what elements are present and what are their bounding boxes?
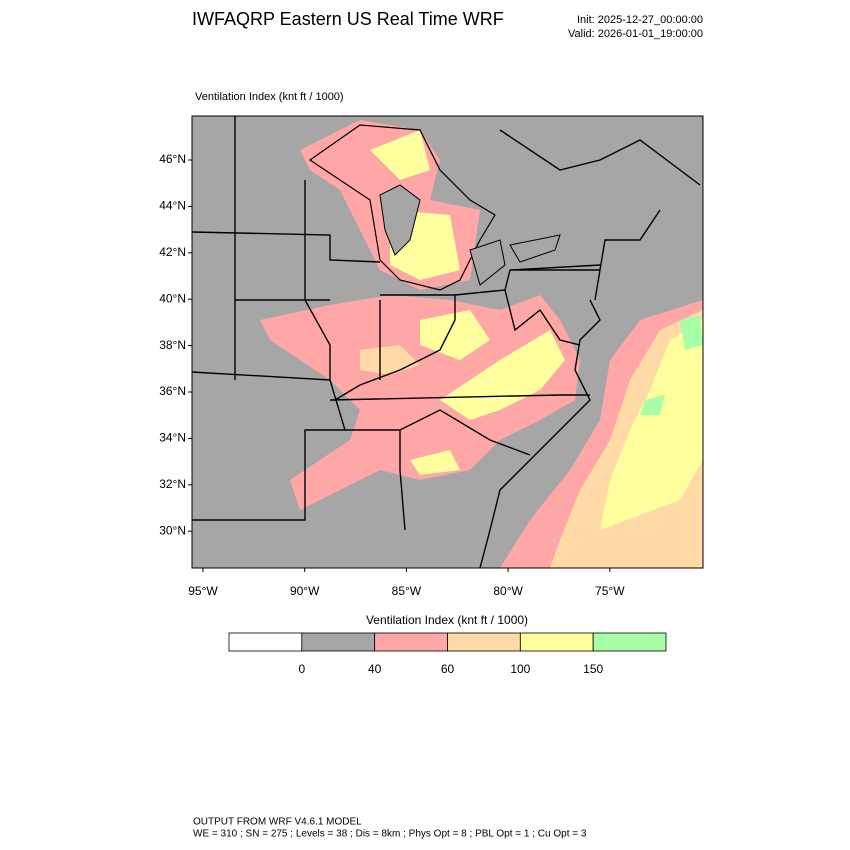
colorbar-box <box>447 632 521 652</box>
map-field <box>192 116 703 568</box>
valid-time: Valid: 2026-01-01_19:00:00 <box>568 28 703 40</box>
lat-label: 42°N <box>159 245 186 259</box>
lat-label: 46°N <box>159 152 186 166</box>
title: IWFAQRP Eastern US Real Time WRF <box>192 9 504 29</box>
field-gray-nw <box>192 116 320 160</box>
colorbar-label: 150 <box>583 662 603 676</box>
colorbar-title: Ventilation Index (knt ft / 1000) <box>366 613 528 627</box>
colorbar-box <box>374 632 448 652</box>
lon-label: 80°W <box>493 584 523 598</box>
lat-label: 30°N <box>159 523 186 537</box>
lat-label: 32°N <box>159 477 186 491</box>
colorbar-label: 100 <box>510 662 530 676</box>
footer-line: OUTPUT FROM WRF V4.6.1 MODEL <box>193 817 362 828</box>
map-subtitle: Ventilation Index (knt ft / 1000) <box>195 91 344 103</box>
colorbar-box <box>592 632 667 652</box>
colorbar-box <box>228 632 303 652</box>
boundaries <box>192 116 701 568</box>
field-yellow-south <box>410 310 565 475</box>
lon-label: 95°W <box>188 584 218 598</box>
field-ocean-green <box>640 315 703 415</box>
lat-label: 38°N <box>159 338 186 352</box>
colorbar-label: 40 <box>368 662 382 676</box>
footer-line: WE = 310 ; SN = 275 ; Levels = 38 ; Dis … <box>193 829 587 840</box>
colorbar-label: 60 <box>441 662 455 676</box>
lat-label: 44°N <box>159 199 186 213</box>
field-pink <box>260 295 580 510</box>
lat-label: 40°N <box>159 291 186 305</box>
colorbar-box <box>301 632 376 652</box>
lat-label: 36°N <box>159 384 186 398</box>
lon-label: 75°W <box>595 584 625 598</box>
field-ocean-yellow <box>600 320 703 530</box>
colorbar-box <box>519 632 594 652</box>
map-frame <box>191 115 704 569</box>
lon-label: 85°W <box>392 584 422 598</box>
colorbar: 0 40 60 100 150 <box>228 632 667 676</box>
lakes <box>379 184 561 286</box>
colorbar-label: 0 <box>298 662 305 676</box>
init-time: Init: 2025-12-27_00:00:00 <box>577 14 703 26</box>
axis-labels: 46°N 44°N 42°N 40°N 38°N 36°N 34°N 32°N 30°N 95°W… <box>159 152 625 598</box>
lon-label: 90°W <box>290 584 320 598</box>
lat-label: 34°N <box>159 431 186 445</box>
